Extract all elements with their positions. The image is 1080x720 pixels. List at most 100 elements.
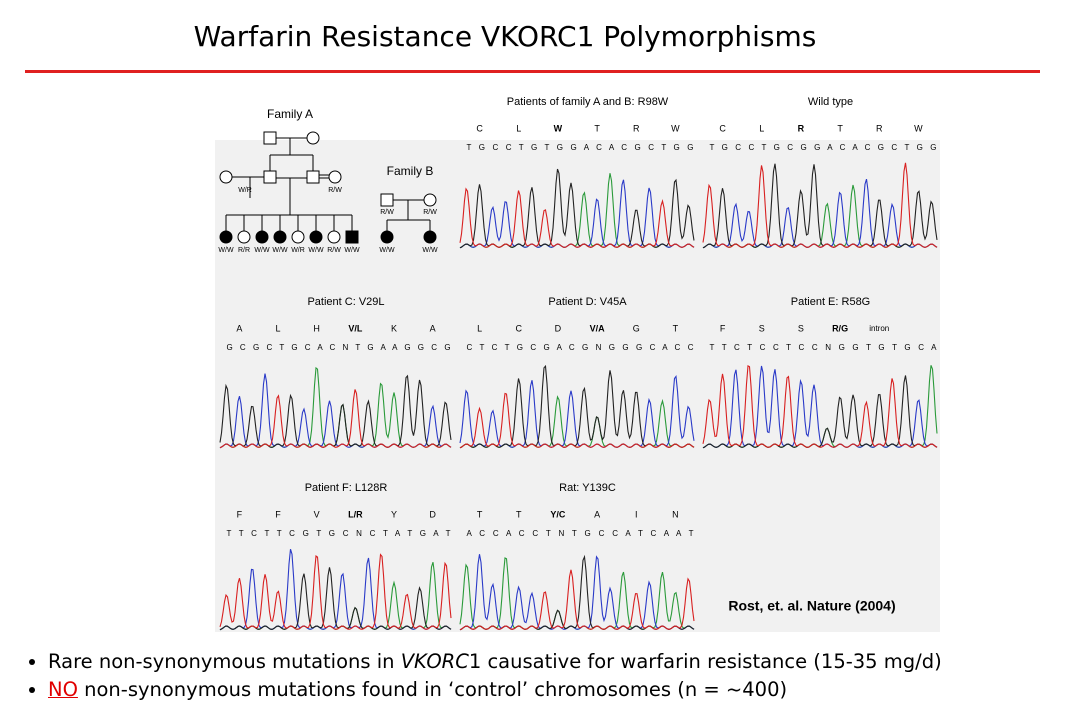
pedigree-children bbox=[219, 215, 437, 244]
chromatogram-trace bbox=[219, 549, 452, 631]
chromatogram-trace bbox=[219, 389, 452, 449]
genotype-label: W/W bbox=[254, 247, 270, 254]
pedigree-female bbox=[380, 230, 394, 244]
pedigree-female bbox=[255, 230, 269, 244]
bullet-text: Rare non-synonymous mutations in bbox=[48, 650, 401, 673]
residue: D bbox=[429, 509, 436, 519]
chromatogram-trace bbox=[702, 162, 938, 248]
residue: N bbox=[672, 509, 679, 519]
sequence: T T C T T C G T G C N C T A T G A T bbox=[226, 529, 450, 538]
chromatogram-trace bbox=[459, 569, 695, 631]
chromatogram-trace bbox=[459, 392, 695, 449]
residue: W bbox=[554, 123, 563, 133]
pedigree-female bbox=[273, 230, 287, 244]
sequence: G C G C T G C A C N T G A A G G C G bbox=[226, 343, 450, 352]
family-b-label: Family B bbox=[387, 164, 434, 178]
genotype-label: W/R bbox=[238, 187, 252, 194]
bullet-text: VKORC bbox=[400, 650, 469, 673]
genotype-label: R/W bbox=[423, 209, 437, 216]
pedigree-female bbox=[327, 230, 341, 244]
panel-title: Patient F: L128R bbox=[305, 482, 388, 494]
residue: S bbox=[759, 323, 765, 333]
genotype-label: W/W bbox=[272, 247, 288, 254]
genotype-label: W/R bbox=[291, 247, 305, 254]
residue: V/L bbox=[348, 323, 363, 333]
residue: A bbox=[430, 323, 436, 333]
residue: T bbox=[594, 123, 600, 133]
genotype-label: W/W bbox=[379, 247, 395, 254]
bullet: NO non-synonymous mutations found in ‘co… bbox=[48, 676, 942, 704]
bullet-text: NO bbox=[48, 678, 78, 701]
residue: L bbox=[759, 123, 764, 133]
genotype-label: R/R bbox=[238, 247, 250, 254]
pedigree-female bbox=[219, 230, 233, 244]
residue: L bbox=[275, 323, 280, 333]
residue: R bbox=[798, 123, 805, 133]
sequence: T G C C T G T G G A C A C G C T G G bbox=[467, 143, 694, 152]
chromatogram-trace bbox=[702, 375, 938, 449]
residue: V/A bbox=[590, 323, 606, 333]
sequence: A C C A C C T N T G C C A T C A A T bbox=[467, 529, 694, 538]
chromatogram-trace bbox=[459, 187, 695, 248]
genotype-label: R/W bbox=[327, 247, 341, 254]
panel-title: Wild type bbox=[808, 96, 853, 108]
residue: T bbox=[477, 509, 483, 519]
residue: C bbox=[516, 323, 523, 333]
panel-title: Patient C: V29L bbox=[307, 296, 384, 308]
residue: T bbox=[837, 123, 843, 133]
residue: R bbox=[633, 123, 640, 133]
residue: W bbox=[914, 123, 923, 133]
residue: Y/C bbox=[550, 509, 566, 519]
pedigree-male bbox=[345, 230, 359, 244]
slide-title: Warfarin Resistance VKORC1 Polymorphisms bbox=[193, 20, 817, 53]
pedigree-lines bbox=[226, 137, 431, 231]
pedigree-female bbox=[237, 230, 251, 244]
bullet-list: Rare non-synonymous mutations in VKORC1 … bbox=[26, 648, 942, 704]
residue: Y bbox=[391, 509, 397, 519]
residue: R bbox=[876, 123, 883, 133]
panel-title: Patients of family A and B: R98W bbox=[507, 96, 669, 108]
genotype-label: W/W bbox=[344, 247, 360, 254]
chromatogram-trace bbox=[459, 554, 695, 631]
panel-title: Rat: Y139C bbox=[559, 482, 616, 494]
residue: W bbox=[671, 123, 680, 133]
chromatogram-trace bbox=[219, 553, 452, 630]
genotype-label: W/W bbox=[422, 247, 438, 254]
pedigree-female bbox=[423, 230, 437, 244]
family-a-label: Family A bbox=[267, 107, 313, 121]
residue: R/G bbox=[832, 323, 848, 333]
bullet-text: 1 causative for warfarin resistance (15-… bbox=[468, 650, 942, 673]
figure-background bbox=[215, 140, 940, 632]
residue: L bbox=[477, 323, 482, 333]
residue: T bbox=[516, 509, 522, 519]
residue: C bbox=[476, 123, 483, 133]
residue: I bbox=[635, 509, 638, 519]
residue: H bbox=[313, 323, 320, 333]
pedigree-symbols bbox=[219, 131, 437, 207]
residue: intron bbox=[869, 324, 889, 333]
residue: D bbox=[555, 323, 562, 333]
panel-title: Patient D: V45A bbox=[548, 296, 627, 308]
residue: C bbox=[719, 123, 726, 133]
pedigree-female bbox=[291, 230, 305, 244]
residue: K bbox=[391, 323, 397, 333]
residue: L/R bbox=[348, 509, 363, 519]
chromatogram-trace bbox=[219, 567, 452, 631]
panel-title: Patient E: R58G bbox=[791, 296, 871, 308]
bullet: Rare non-synonymous mutations in VKORC1 … bbox=[48, 648, 942, 676]
title-rule bbox=[25, 70, 1040, 73]
chromatogram-trace bbox=[702, 365, 938, 448]
genotype-label: R/W bbox=[380, 209, 394, 216]
chromatogram-trace bbox=[219, 374, 452, 448]
residue: A bbox=[236, 323, 242, 333]
genotype-label: W/W bbox=[218, 247, 234, 254]
genotype-label: R/W bbox=[328, 187, 342, 194]
residue: S bbox=[798, 323, 804, 333]
residue: A bbox=[594, 509, 600, 519]
residue: F bbox=[720, 323, 726, 333]
residue: F bbox=[275, 509, 281, 519]
residue: F bbox=[237, 509, 243, 519]
residue: T bbox=[673, 323, 679, 333]
